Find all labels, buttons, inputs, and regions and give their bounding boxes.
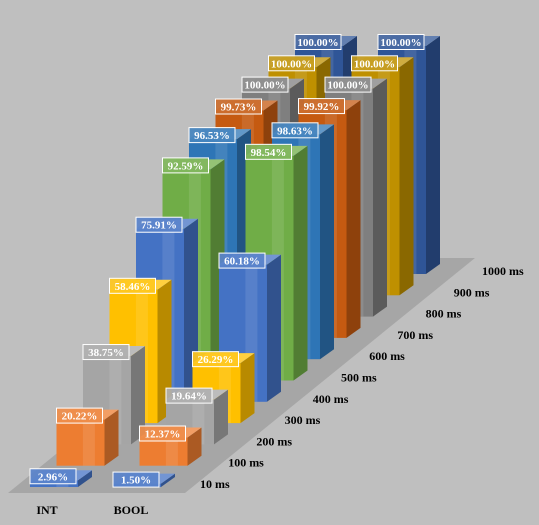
category-axis-labels: INT BOOL: [36, 503, 148, 517]
data-labels-layer: 100.00% 100.00% 100.00% 100.00% 100.00% 100.0…: [29, 34, 425, 488]
svg-text:2.96%: 2.96%: [38, 471, 68, 483]
category-axis-label: INT: [36, 503, 57, 517]
svg-text:96.53%: 96.53%: [194, 130, 230, 142]
data-label-bool-700-ms: 99.92%: [298, 98, 345, 115]
data-label-bool-10-ms: 1.50%: [112, 471, 160, 488]
svg-text:100.00%: 100.00%: [354, 58, 395, 70]
svg-text:75.91%: 75.91%: [141, 220, 177, 232]
svg-text:60.18%: 60.18%: [224, 256, 260, 268]
svg-text:58.46%: 58.46%: [115, 281, 151, 293]
series-axis-label: 1000 ms: [482, 264, 524, 278]
data-label-bool-100-ms: 12.37%: [139, 425, 186, 442]
svg-text:100.00%: 100.00%: [297, 37, 338, 49]
data-label-bool-400-ms: 60.18%: [218, 252, 266, 269]
data-label-int-500-ms: 92.59%: [162, 157, 209, 174]
data-label-bool-300-ms: 26.29%: [192, 351, 239, 368]
series-axis-label: 300 ms: [285, 413, 321, 427]
svg-text:100.00%: 100.00%: [327, 80, 368, 92]
data-label-int-800-ms: 100.00%: [241, 76, 289, 93]
series-axis-label: 700 ms: [397, 328, 433, 342]
svg-text:38.75%: 38.75%: [88, 347, 124, 359]
data-label-int-1000-ms: 100.00%: [294, 34, 342, 50]
data-label-int-10-ms: 2.96%: [29, 468, 77, 485]
svg-text:26.29%: 26.29%: [198, 354, 234, 366]
data-label-bool-200-ms: 19.64%: [165, 387, 213, 404]
svg-text:20.22%: 20.22%: [62, 411, 98, 423]
svg-text:12.37%: 12.37%: [145, 428, 181, 440]
data-label-bool-900-ms: 100.00%: [351, 55, 398, 72]
series-axis-label: 800 ms: [426, 307, 462, 321]
data-label-int-900-ms: 100.00%: [268, 55, 315, 72]
series-axis-labels: 10 ms 100 ms 200 ms 300 ms 400 ms 500 ms 600 m…: [200, 264, 524, 491]
series-axis-label: 400 ms: [313, 392, 349, 406]
data-label-int-100-ms: 20.22%: [56, 407, 103, 424]
svg-text:1.50%: 1.50%: [121, 475, 151, 487]
series-axis-label: 900 ms: [454, 285, 490, 299]
series-axis-label: 500 ms: [341, 371, 377, 385]
svg-text:100.00%: 100.00%: [271, 58, 312, 70]
data-label-int-600-ms: 96.53%: [188, 127, 236, 144]
svg-text:99.92%: 99.92%: [304, 101, 340, 113]
category-axis-label: BOOL: [114, 503, 149, 517]
data-label-bool-500-ms: 98.54%: [245, 143, 292, 160]
svg-text:100.00%: 100.00%: [380, 37, 421, 49]
series-axis-label: 200 ms: [256, 434, 292, 448]
data-label-bool-600-ms: 98.63%: [271, 122, 319, 139]
data-label-int-700-ms: 99.73%: [215, 98, 262, 115]
data-label-int-200-ms: 38.75%: [82, 344, 130, 361]
series-axis-label: 600 ms: [369, 349, 405, 363]
data-label-int-400-ms: 75.91%: [135, 216, 183, 233]
svg-text:100.00%: 100.00%: [244, 80, 285, 92]
svg-text:92.59%: 92.59%: [168, 160, 204, 172]
data-label-bool-800-ms: 100.00%: [324, 76, 372, 93]
svg-text:98.63%: 98.63%: [277, 125, 313, 137]
svg-text:99.73%: 99.73%: [221, 102, 257, 114]
data-label-int-300-ms: 58.46%: [109, 277, 156, 294]
series-axis-label: 10 ms: [200, 477, 230, 491]
data-label-bool-1000-ms: 100.00%: [377, 34, 425, 50]
series-axis-label: 100 ms: [228, 456, 264, 470]
svg-text:98.54%: 98.54%: [251, 147, 287, 159]
svg-text:19.64%: 19.64%: [171, 391, 207, 403]
